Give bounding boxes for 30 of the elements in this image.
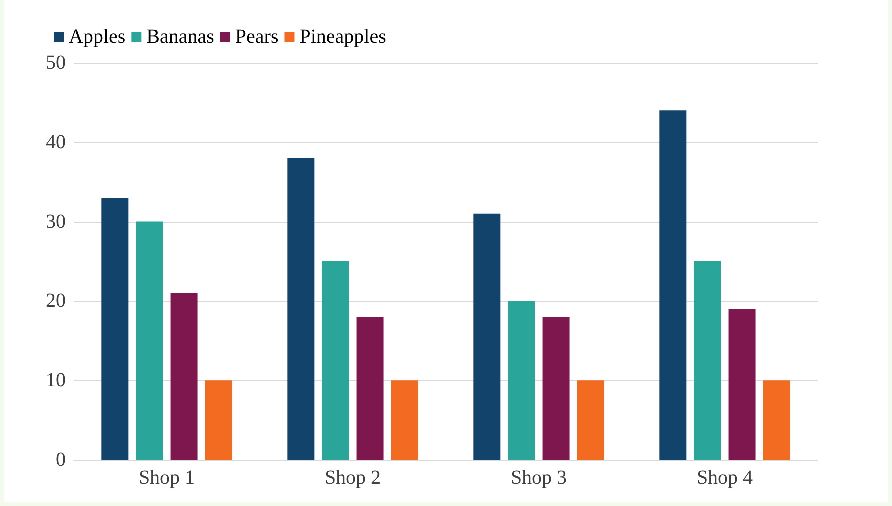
bar <box>728 309 756 460</box>
y-tick-label: 10 <box>46 370 66 392</box>
legend-label: Bananas <box>146 26 215 48</box>
bar <box>542 317 570 460</box>
y-tick-label: 30 <box>46 210 66 233</box>
bar <box>508 301 536 460</box>
bar <box>763 380 790 460</box>
bar <box>391 380 418 460</box>
y-tick-label: 0 <box>56 449 66 471</box>
bar <box>102 198 129 460</box>
x-tick-label: Shop 3 <box>510 467 568 489</box>
x-tick-label: Shop 1 <box>138 467 196 489</box>
x-tick-label: Shop 4 <box>696 467 754 489</box>
bar <box>136 222 164 460</box>
bar <box>356 317 384 460</box>
legend-label: Pears <box>235 26 279 48</box>
y-tick-label: 40 <box>46 131 66 154</box>
bar <box>660 110 687 460</box>
bar <box>322 262 350 460</box>
bar <box>577 380 604 460</box>
y-tick-label: 20 <box>46 290 66 312</box>
bar <box>694 262 722 460</box>
legend-label: Pineapples <box>300 26 387 48</box>
bar <box>288 158 315 460</box>
legend-label: Apples <box>69 26 126 48</box>
bar <box>170 293 198 460</box>
bar <box>474 214 501 460</box>
bar <box>205 380 232 460</box>
y-tick-label: 50 <box>46 52 66 74</box>
x-tick-label: Shop 2 <box>324 467 382 489</box>
